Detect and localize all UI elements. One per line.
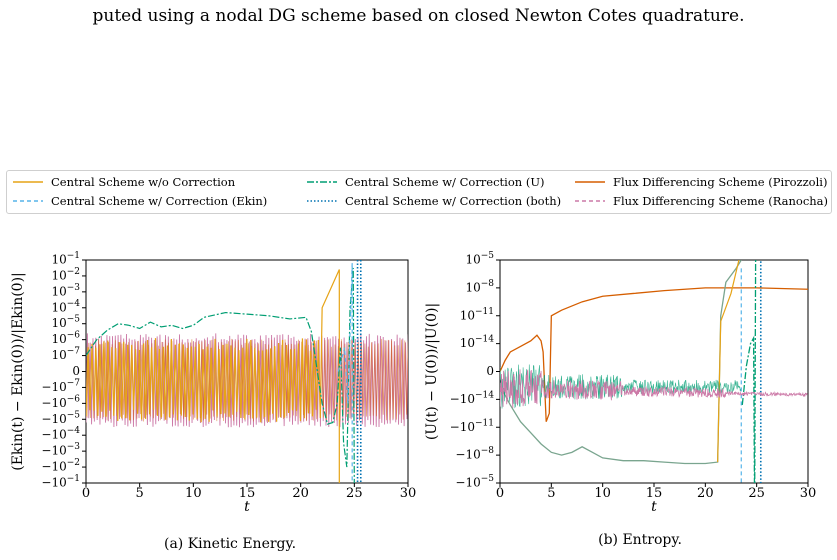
x-tick-label: 25 — [346, 486, 363, 501]
tick-label: −10−4 — [41, 426, 80, 442]
tick-label: −10−2 — [41, 458, 80, 474]
tick-label: 10−1 — [51, 251, 80, 267]
caption-entropy: (b) Entropy. — [598, 532, 682, 548]
x-tick-label: 10 — [185, 486, 202, 501]
tick-label: −10−11 — [450, 418, 494, 434]
series-ranocha — [500, 369, 808, 408]
tick-label: −10−7 — [41, 378, 80, 394]
tick-label: 10−4 — [51, 298, 80, 314]
legend-item: Flux Differencing Scheme (Ranocha) — [575, 194, 828, 208]
series-central-correction-u — [741, 260, 757, 483]
tick-label: −10−8 — [455, 446, 494, 462]
tick-label: 10−5 — [51, 314, 80, 330]
tick-label: 10−6 — [51, 330, 80, 346]
top-caption: puted using a nodal DG scheme based on c… — [92, 6, 745, 26]
legend-line-icon — [575, 181, 605, 183]
caption-kinetic-energy: (a) Kinetic Energy. — [163, 536, 297, 552]
x-tick-label: 0 — [82, 486, 90, 501]
x-axis-label: t — [651, 499, 657, 515]
legend-item: Central Scheme w/o Correction — [13, 175, 235, 189]
y-axis-label: (Ekin(t) − Ekin(0))/|Ekin(0)| — [10, 272, 26, 471]
tick-label: −10−14 — [450, 390, 495, 406]
x-tick-label: 5 — [547, 486, 555, 501]
x-tick-label: 30 — [400, 486, 417, 501]
legend-label: Central Scheme w/ Correction (both) — [345, 194, 562, 208]
tick-label: 10−5 — [465, 251, 494, 267]
legend: Central Scheme w/o Correction Central Sc… — [6, 170, 832, 214]
series-pirozzoli — [500, 287, 808, 422]
plot-frame — [499, 259, 809, 484]
series-central-correction-u — [86, 267, 355, 483]
series-central-no-correction-divergence — [717, 260, 740, 463]
legend-item: Central Scheme w/ Correction (U) — [307, 175, 545, 189]
x-tick-label: 10 — [594, 486, 611, 501]
x-tick-label: 15 — [239, 486, 256, 501]
legend-label: Central Scheme w/o Correction — [51, 175, 236, 189]
tick-label: 10−7 — [51, 346, 80, 362]
legend-line-icon — [13, 181, 43, 183]
legend-line-icon — [307, 200, 337, 202]
tick-label: 10−14 — [460, 334, 495, 350]
kinetic-energy-chart: 0 5 10 15 20 25 30 10−110−210−310−410−510−610−7… — [10, 251, 417, 516]
tick-label: 10−11 — [460, 306, 494, 322]
x-tick-label: 25 — [748, 486, 765, 501]
series-noise-green — [500, 364, 742, 409]
tick-label: −10−5 — [41, 410, 80, 426]
entropy-chart: 0 5 10 15 20 25 30 10−5 10−8 10−11 10−14 0 −10−14 −10… — [424, 251, 817, 516]
tick-label: 0 — [486, 364, 494, 378]
tick-label: −10−3 — [41, 442, 80, 458]
x-tick-label: 20 — [697, 486, 714, 501]
legend-line-icon — [575, 200, 605, 202]
legend-item: Central Scheme w/ Correction (Ekin) — [13, 194, 267, 208]
legend-label: Flux Differencing Scheme (Pirozzoli) — [613, 175, 828, 189]
x-tick-label: 15 — [646, 486, 663, 501]
x-tick-label: 30 — [800, 486, 817, 501]
tick-label: 10−8 — [465, 278, 494, 294]
x-tick-label: 5 — [136, 486, 144, 501]
x-tick-label: 20 — [292, 486, 309, 501]
tick-label: 10−2 — [51, 266, 80, 282]
legend-item: Central Scheme w/ Correction (both) — [307, 194, 561, 208]
legend-label: Flux Differencing Scheme (Ranocha) — [613, 194, 829, 208]
legend-label: Central Scheme w/ Correction (U) — [345, 175, 545, 189]
x-axis-label: t — [244, 499, 250, 515]
series-central-no-correction — [86, 269, 340, 483]
tick-label: −10−5 — [455, 474, 494, 490]
tick-label: −10−1 — [41, 474, 80, 490]
legend-label: Central Scheme w/ Correction (Ekin) — [51, 194, 268, 208]
x-tick-label: 0 — [496, 486, 504, 501]
tick-label: −10−6 — [41, 394, 80, 410]
legend-line-icon — [307, 181, 337, 183]
tick-label: 0 — [72, 364, 80, 378]
legend-line-icon — [13, 200, 43, 202]
y-axis-label: (U(t) − U(0))/|U(0)| — [424, 303, 440, 440]
series-central-correction-ekin — [337, 263, 353, 483]
tick-label: 10−3 — [51, 282, 80, 298]
legend-item: Flux Differencing Scheme (Pirozzoli) — [575, 175, 827, 189]
series-central-no-correction — [500, 260, 742, 465]
